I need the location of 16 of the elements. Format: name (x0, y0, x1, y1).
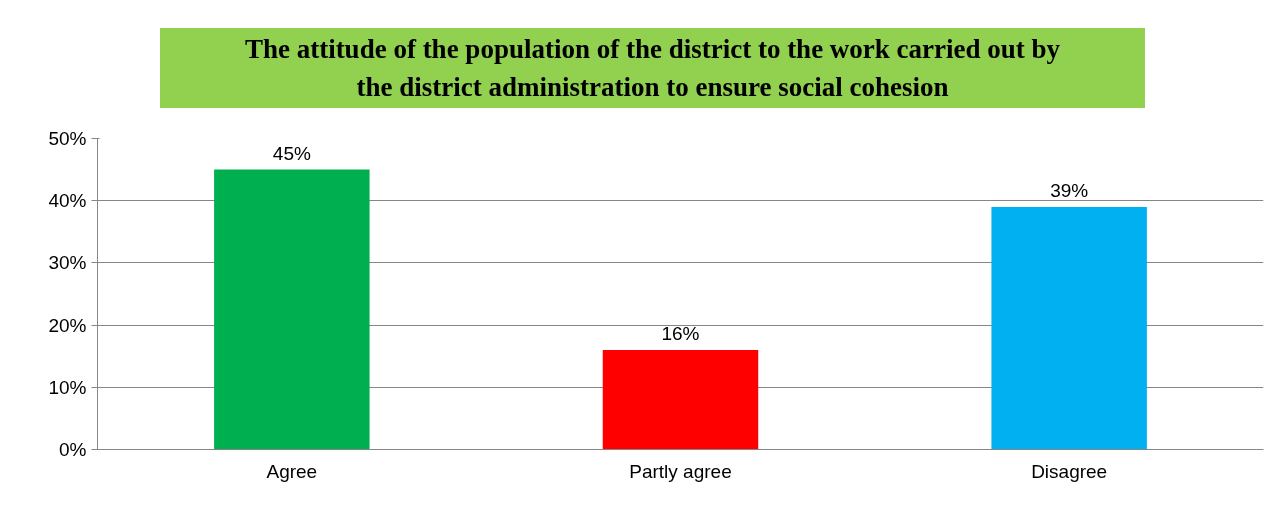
y-tick-label: 20% (48, 314, 87, 336)
data-label: 45% (272, 142, 311, 164)
x-tick-label: Agree (266, 460, 318, 482)
bar (991, 206, 1147, 450)
y-tick-label: 30% (48, 252, 87, 274)
y-tick-label: 50% (48, 128, 87, 149)
bar (602, 349, 759, 450)
chart-title: The attitude of the population of the district to the work carried out by the district administration to ensure social cohesion (244, 33, 1061, 104)
y-tick-label: 40% (48, 190, 87, 212)
y-tick-label: 10% (48, 376, 87, 398)
x-tick-label: Disagree (1031, 460, 1108, 482)
bar (214, 169, 370, 450)
y-tick-label: 0% (59, 439, 87, 460)
x-tick-label: Partly agree (629, 460, 732, 482)
data-label: 39% (1050, 179, 1089, 201)
data-label: 16% (661, 322, 700, 344)
